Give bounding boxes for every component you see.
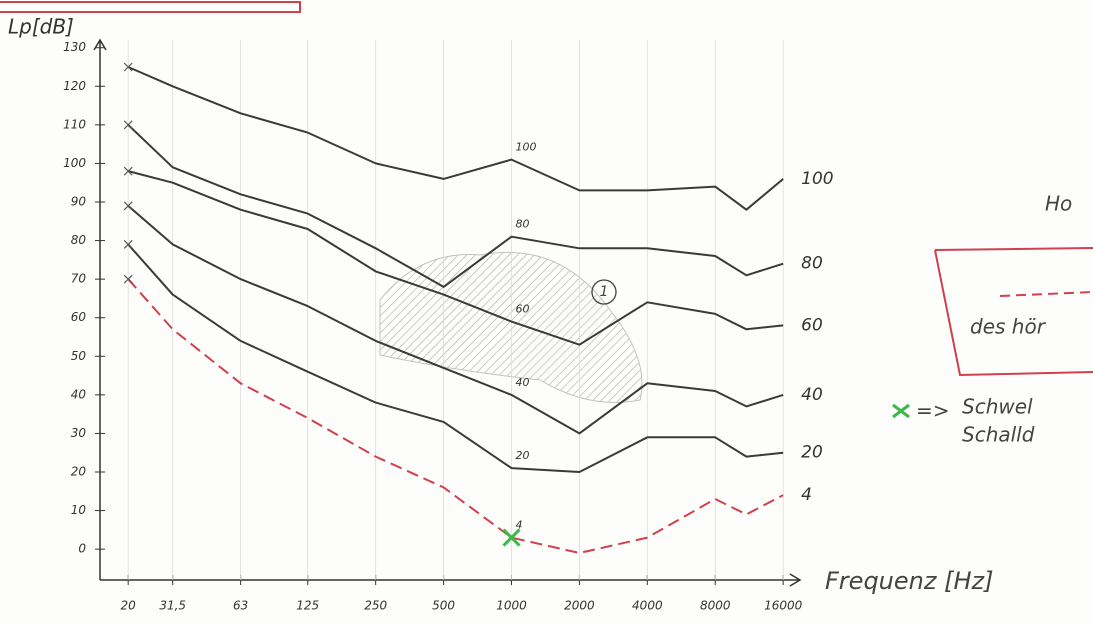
x-tick-label: 31,5: [159, 599, 186, 613]
curve-inline-label: 100: [515, 141, 536, 154]
curve-inline-label: 60: [515, 303, 529, 316]
x-tick-label: 250: [364, 599, 387, 613]
x-tick-label: 500: [432, 599, 455, 613]
curve-end-label: 100: [801, 169, 833, 189]
curve-inline-label: 80: [515, 218, 529, 231]
curve-end-label: 40: [801, 385, 823, 405]
y-tick-label: 10: [71, 503, 87, 517]
page: {"chart_data": { "type": "line", "title"…: [0, 0, 1093, 624]
curve-end-label: 4: [801, 485, 812, 505]
x-tick-label: 16000: [764, 599, 803, 613]
y-tick-label: 0: [78, 542, 86, 556]
y-axis-title: Lp[dB]: [8, 15, 74, 39]
x-tick-label: 4000: [632, 599, 663, 613]
chart: 1 Lp[dB] Frequenz [Hz] Ho des hör => Sch…: [0, 0, 1093, 624]
hatched-region: [380, 252, 642, 402]
region-label: 1: [600, 284, 609, 300]
legend-text: Schwel: [962, 395, 1033, 419]
y-tick-label: 110: [63, 117, 86, 131]
red-box-dash: [1000, 292, 1093, 296]
y-tick-label: 20: [71, 465, 87, 479]
x-tick-label: 20: [121, 599, 137, 613]
y-tick-label: 40: [71, 387, 87, 401]
red-box-top: [0, 2, 300, 12]
y-tick-label: 50: [71, 349, 87, 363]
x-tick-label: 2000: [564, 599, 595, 613]
curve-end-label: 20: [801, 443, 823, 463]
y-tick-label: 130: [63, 40, 86, 54]
y-tick-label: 70: [71, 272, 87, 286]
y-tick-label: 90: [71, 195, 87, 209]
legend-marker: [893, 405, 909, 417]
box-text: des hör: [970, 315, 1047, 339]
red-box-right: [935, 248, 1093, 375]
y-tick-label: 80: [71, 233, 87, 247]
curve-inline-label: 20: [515, 449, 529, 462]
heading-fragment: Ho: [1045, 192, 1072, 216]
x-tick-label: 1000: [496, 599, 527, 613]
curve-end-label: 80: [801, 254, 823, 274]
curve-end-label: 60: [801, 315, 823, 335]
y-tick-label: 30: [71, 426, 87, 440]
x-tick-label: 125: [296, 599, 319, 613]
curve-inline-label: 40: [515, 376, 529, 389]
y-tick-label: 60: [71, 310, 87, 324]
y-tick-label: 100: [63, 156, 86, 170]
legend-arrow: =>: [916, 399, 950, 423]
legend-text: Schalld: [962, 423, 1035, 447]
x-axis-title: Frequenz [Hz]: [825, 567, 993, 595]
y-tick-label: 120: [63, 79, 86, 93]
x-tick-label: 8000: [700, 599, 731, 613]
x-tick-label: 63: [233, 599, 248, 613]
